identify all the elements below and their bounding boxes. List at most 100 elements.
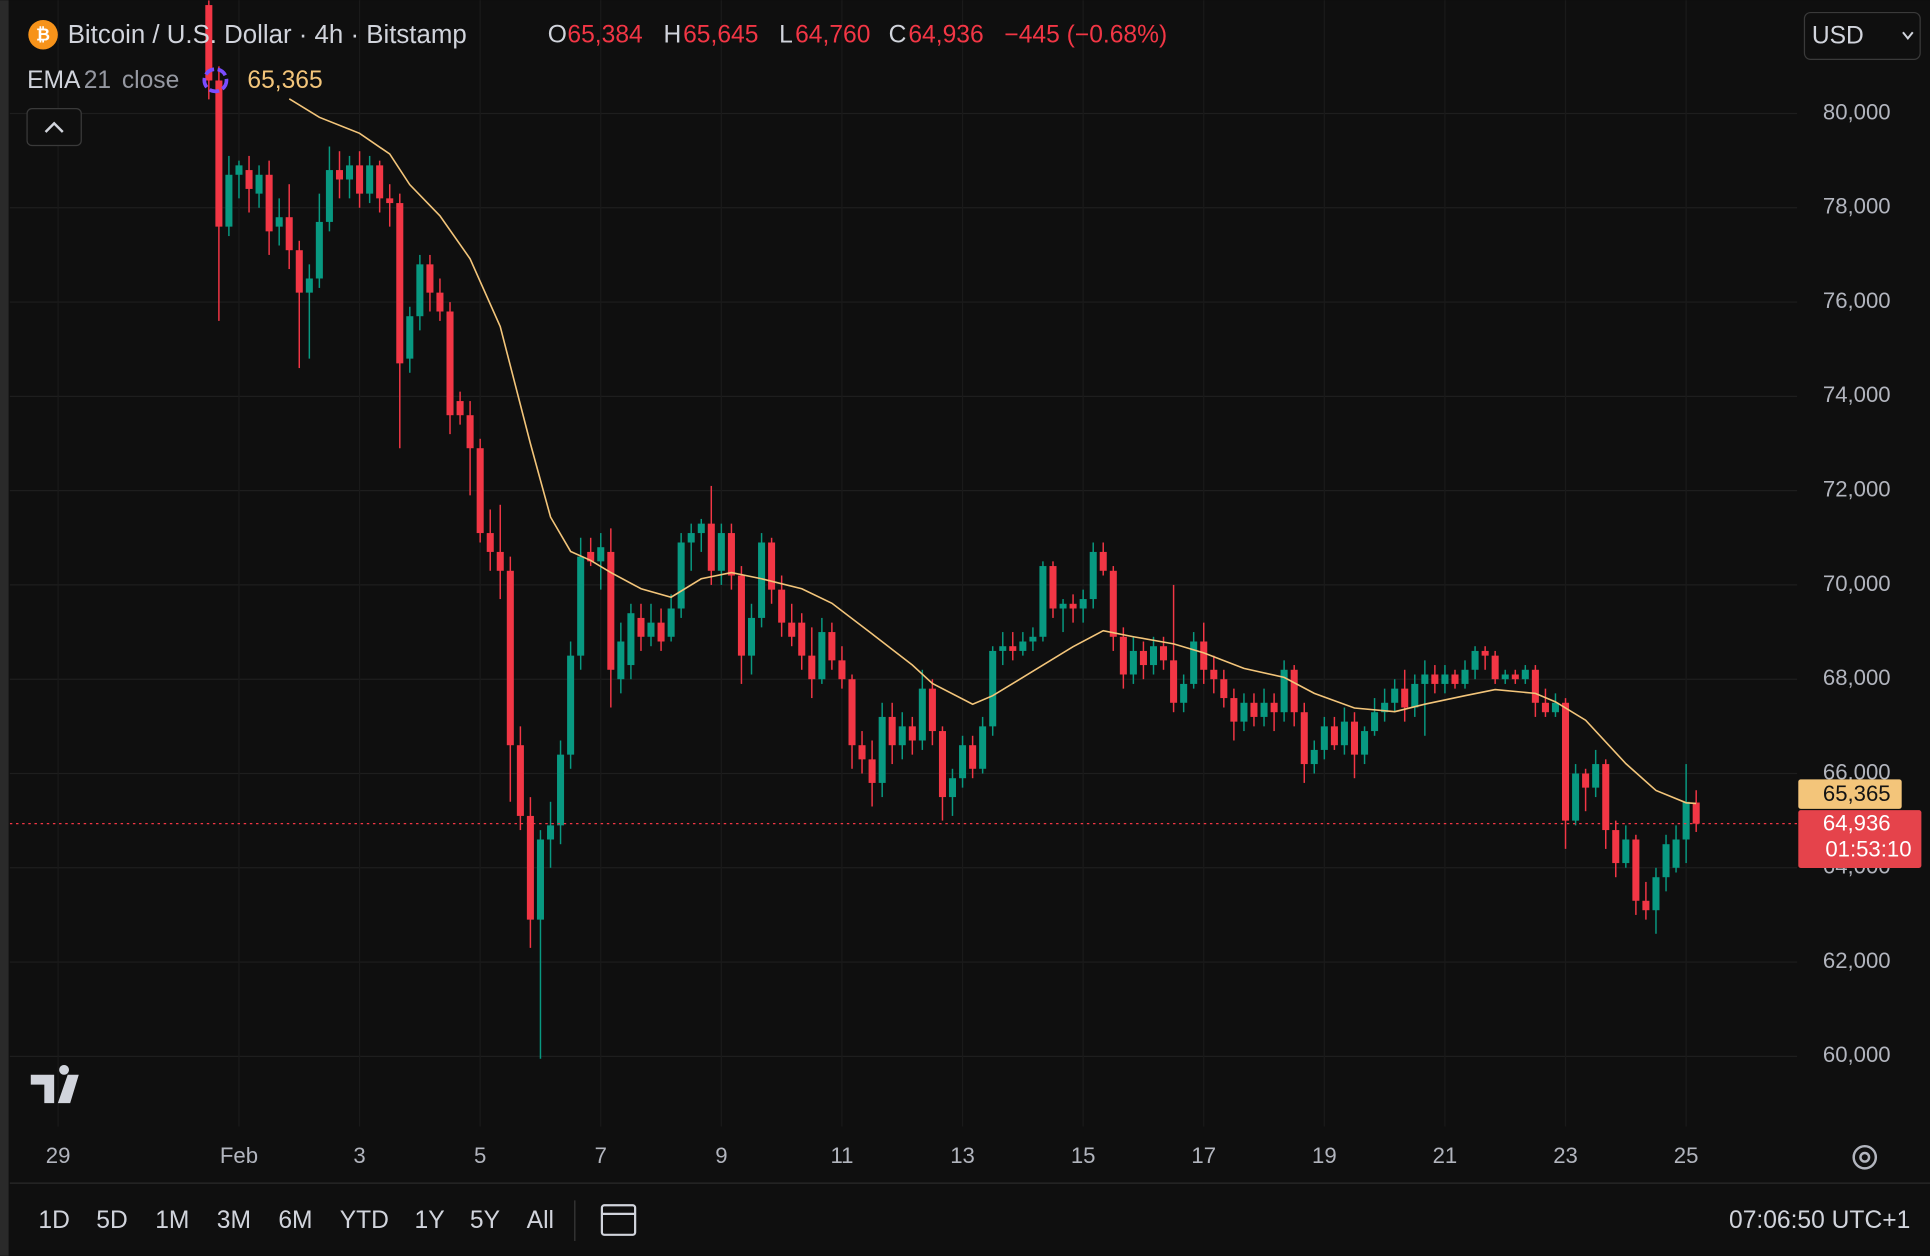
candle-body <box>687 533 695 543</box>
x-tick-label: 23 <box>1553 1143 1578 1168</box>
calendar-button[interactable] <box>600 1204 637 1236</box>
candle-body <box>536 839 544 920</box>
range-button[interactable]: YTD <box>340 1207 389 1234</box>
y-tick-label: 62,000 <box>1823 948 1891 973</box>
range-button[interactable]: 3M <box>217 1207 251 1234</box>
logo[interactable] <box>30 1064 79 1104</box>
candle-body <box>647 622 655 637</box>
candle-body <box>617 641 625 680</box>
candle-body <box>1411 683 1419 708</box>
range-button[interactable]: 1Y <box>415 1207 445 1234</box>
symbol-title[interactable]: Bitcoin / U.S. Dollar · 4h · Bitstamp <box>68 21 467 49</box>
candle-body <box>1461 669 1469 684</box>
candle-body <box>466 415 474 449</box>
countdown-label: 01:53:10 <box>1825 837 1911 862</box>
currency-select[interactable] <box>1803 11 1921 60</box>
candle-body <box>386 198 394 204</box>
candle-body <box>607 551 615 670</box>
dropdown-icon <box>1902 31 1914 40</box>
candle-body <box>1029 636 1037 642</box>
range-button[interactable]: 6M <box>278 1207 312 1234</box>
x-tick-label: 21 <box>1433 1143 1458 1168</box>
candle-body <box>1170 660 1178 703</box>
range-button[interactable]: All <box>527 1207 554 1234</box>
candle-body <box>1361 731 1369 755</box>
candle-body <box>1441 674 1449 684</box>
indicator-length: 21 <box>84 67 111 94</box>
candle-body <box>587 551 595 562</box>
ohlc-value: 64,936 <box>908 21 983 48</box>
candle-body <box>1692 802 1700 824</box>
range-button[interactable]: 1D <box>38 1207 69 1234</box>
candle-body <box>1521 669 1529 680</box>
candle-body <box>1300 712 1308 765</box>
candle-body <box>1340 721 1348 746</box>
y-tick-label: 60,000 <box>1823 1042 1891 1067</box>
candle-body <box>948 778 956 798</box>
candle-body <box>1149 646 1158 666</box>
x-tick-label: 3 <box>353 1143 365 1168</box>
candle-body <box>305 278 313 293</box>
candle-body <box>627 613 635 666</box>
candle-body <box>406 316 414 359</box>
y-tick-label: 74,000 <box>1823 382 1891 407</box>
candle-body <box>959 745 967 779</box>
candle-body <box>778 589 786 623</box>
candle-body <box>1602 764 1610 831</box>
candle-body <box>1109 570 1117 637</box>
left-border <box>0 0 9 1256</box>
candle-body <box>1652 877 1660 911</box>
x-tick-label: 9 <box>715 1143 727 1168</box>
candle-body <box>1431 674 1439 684</box>
ohlc-key: L <box>779 21 793 48</box>
x-tick-label: Feb <box>220 1143 258 1168</box>
candle-body <box>396 203 404 364</box>
ema-label: 65,365 <box>1823 781 1891 806</box>
candle-body <box>918 688 926 741</box>
range-button[interactable]: 1M <box>155 1207 189 1234</box>
settings-button[interactable] <box>1852 1144 1878 1170</box>
indicator-name[interactable]: EMA <box>27 67 81 94</box>
x-tick-label: 7 <box>595 1143 607 1168</box>
bitcoin-icon <box>28 19 58 50</box>
candle-body <box>858 745 866 760</box>
candle-body <box>1672 839 1680 868</box>
candle-body <box>848 679 856 746</box>
candle-body <box>788 622 796 637</box>
candle-body <box>1612 830 1620 864</box>
candle-body <box>345 165 354 180</box>
ohlc-key: C <box>889 21 907 48</box>
candle-body <box>255 174 263 194</box>
range-button[interactable]: 5Y <box>470 1207 500 1234</box>
candle-body <box>677 542 685 609</box>
clock[interactable]: 07:06:50 UTC+1 <box>1729 1207 1910 1234</box>
candle-body <box>1059 603 1067 609</box>
candle-body <box>366 165 374 194</box>
candle-body <box>938 731 946 798</box>
x-tick-label: 13 <box>950 1143 975 1168</box>
calendar-icon <box>600 1204 637 1236</box>
x-tick-label: 19 <box>1312 1143 1337 1168</box>
candle-body <box>999 646 1007 651</box>
candle-body <box>1119 636 1127 675</box>
candle-body <box>1471 650 1479 670</box>
candle-body <box>1039 566 1047 637</box>
candle-body <box>335 170 344 180</box>
collapse-button[interactable] <box>26 107 82 147</box>
candle-body <box>1049 566 1057 609</box>
candle-body <box>1491 655 1499 680</box>
price-label: 64,936 <box>1823 811 1891 836</box>
candle-body <box>1240 702 1248 722</box>
range-button[interactable]: 5D <box>96 1207 127 1234</box>
candle-body <box>838 660 846 680</box>
candle-body <box>768 542 776 590</box>
candle-body <box>969 745 977 769</box>
candle-body <box>486 533 494 552</box>
y-tick-label: 78,000 <box>1823 194 1891 219</box>
candle-body <box>1089 551 1097 600</box>
candle-body <box>265 174 273 232</box>
candle-body <box>275 217 283 227</box>
candle-body <box>928 688 936 732</box>
x-tick-label: 29 <box>46 1143 71 1168</box>
